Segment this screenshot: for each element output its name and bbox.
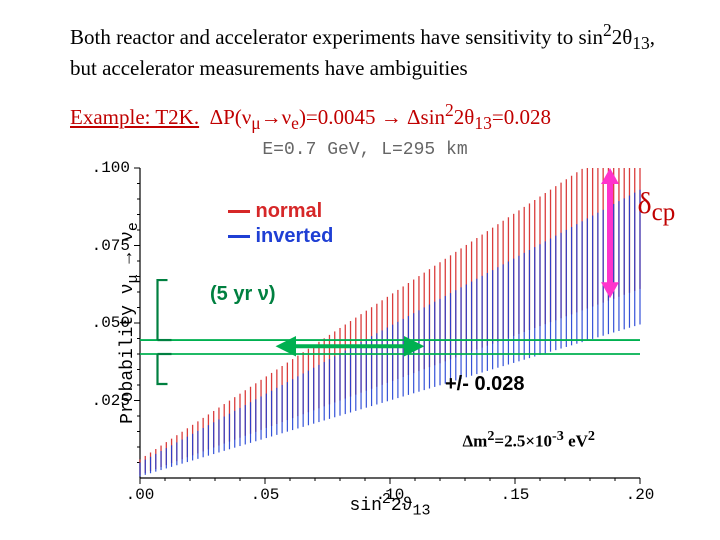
legend-swatch [228, 210, 250, 213]
x-tick-label: .20 [626, 486, 655, 504]
y-tick-label: .100 [70, 159, 130, 177]
y-tick-label: .075 [70, 237, 130, 255]
legend-text: normal [256, 200, 323, 222]
y-tick-label: .050 [70, 314, 130, 332]
legend: normal inverted [228, 199, 334, 249]
chart-container: E=0.7 GeV, L=295 km Probability νμ → νe … [60, 140, 670, 520]
x-tick-label: .10 [376, 486, 405, 504]
dm2-label: Δm2=2.5×10-3 eV2 [463, 428, 595, 452]
plot-area: Probability νμ → νe sin22ϑ13 .00.05.10.1… [140, 168, 640, 478]
x-tick-label: .05 [251, 486, 280, 504]
five-yr-label: (5 yr ν) [210, 283, 276, 306]
legend-item: inverted [228, 224, 334, 249]
y-tick-label: .025 [70, 392, 130, 410]
legend-item: normal [228, 199, 334, 224]
example-line: Example: T2K. ΔP(νμ→νe)=0.0045 → Δsin22θ… [70, 100, 690, 134]
legend-swatch [228, 235, 250, 238]
x-tick-label: .00 [126, 486, 155, 504]
delta-cp-label: δcp [638, 187, 676, 227]
pm-label: +/- 0.028 [445, 373, 525, 396]
intro-text: Both reactor and accelerator experiments… [70, 20, 670, 81]
x-tick-label: .15 [501, 486, 530, 504]
chart-title: E=0.7 GeV, L=295 km [262, 140, 467, 160]
legend-text: inverted [256, 225, 334, 247]
